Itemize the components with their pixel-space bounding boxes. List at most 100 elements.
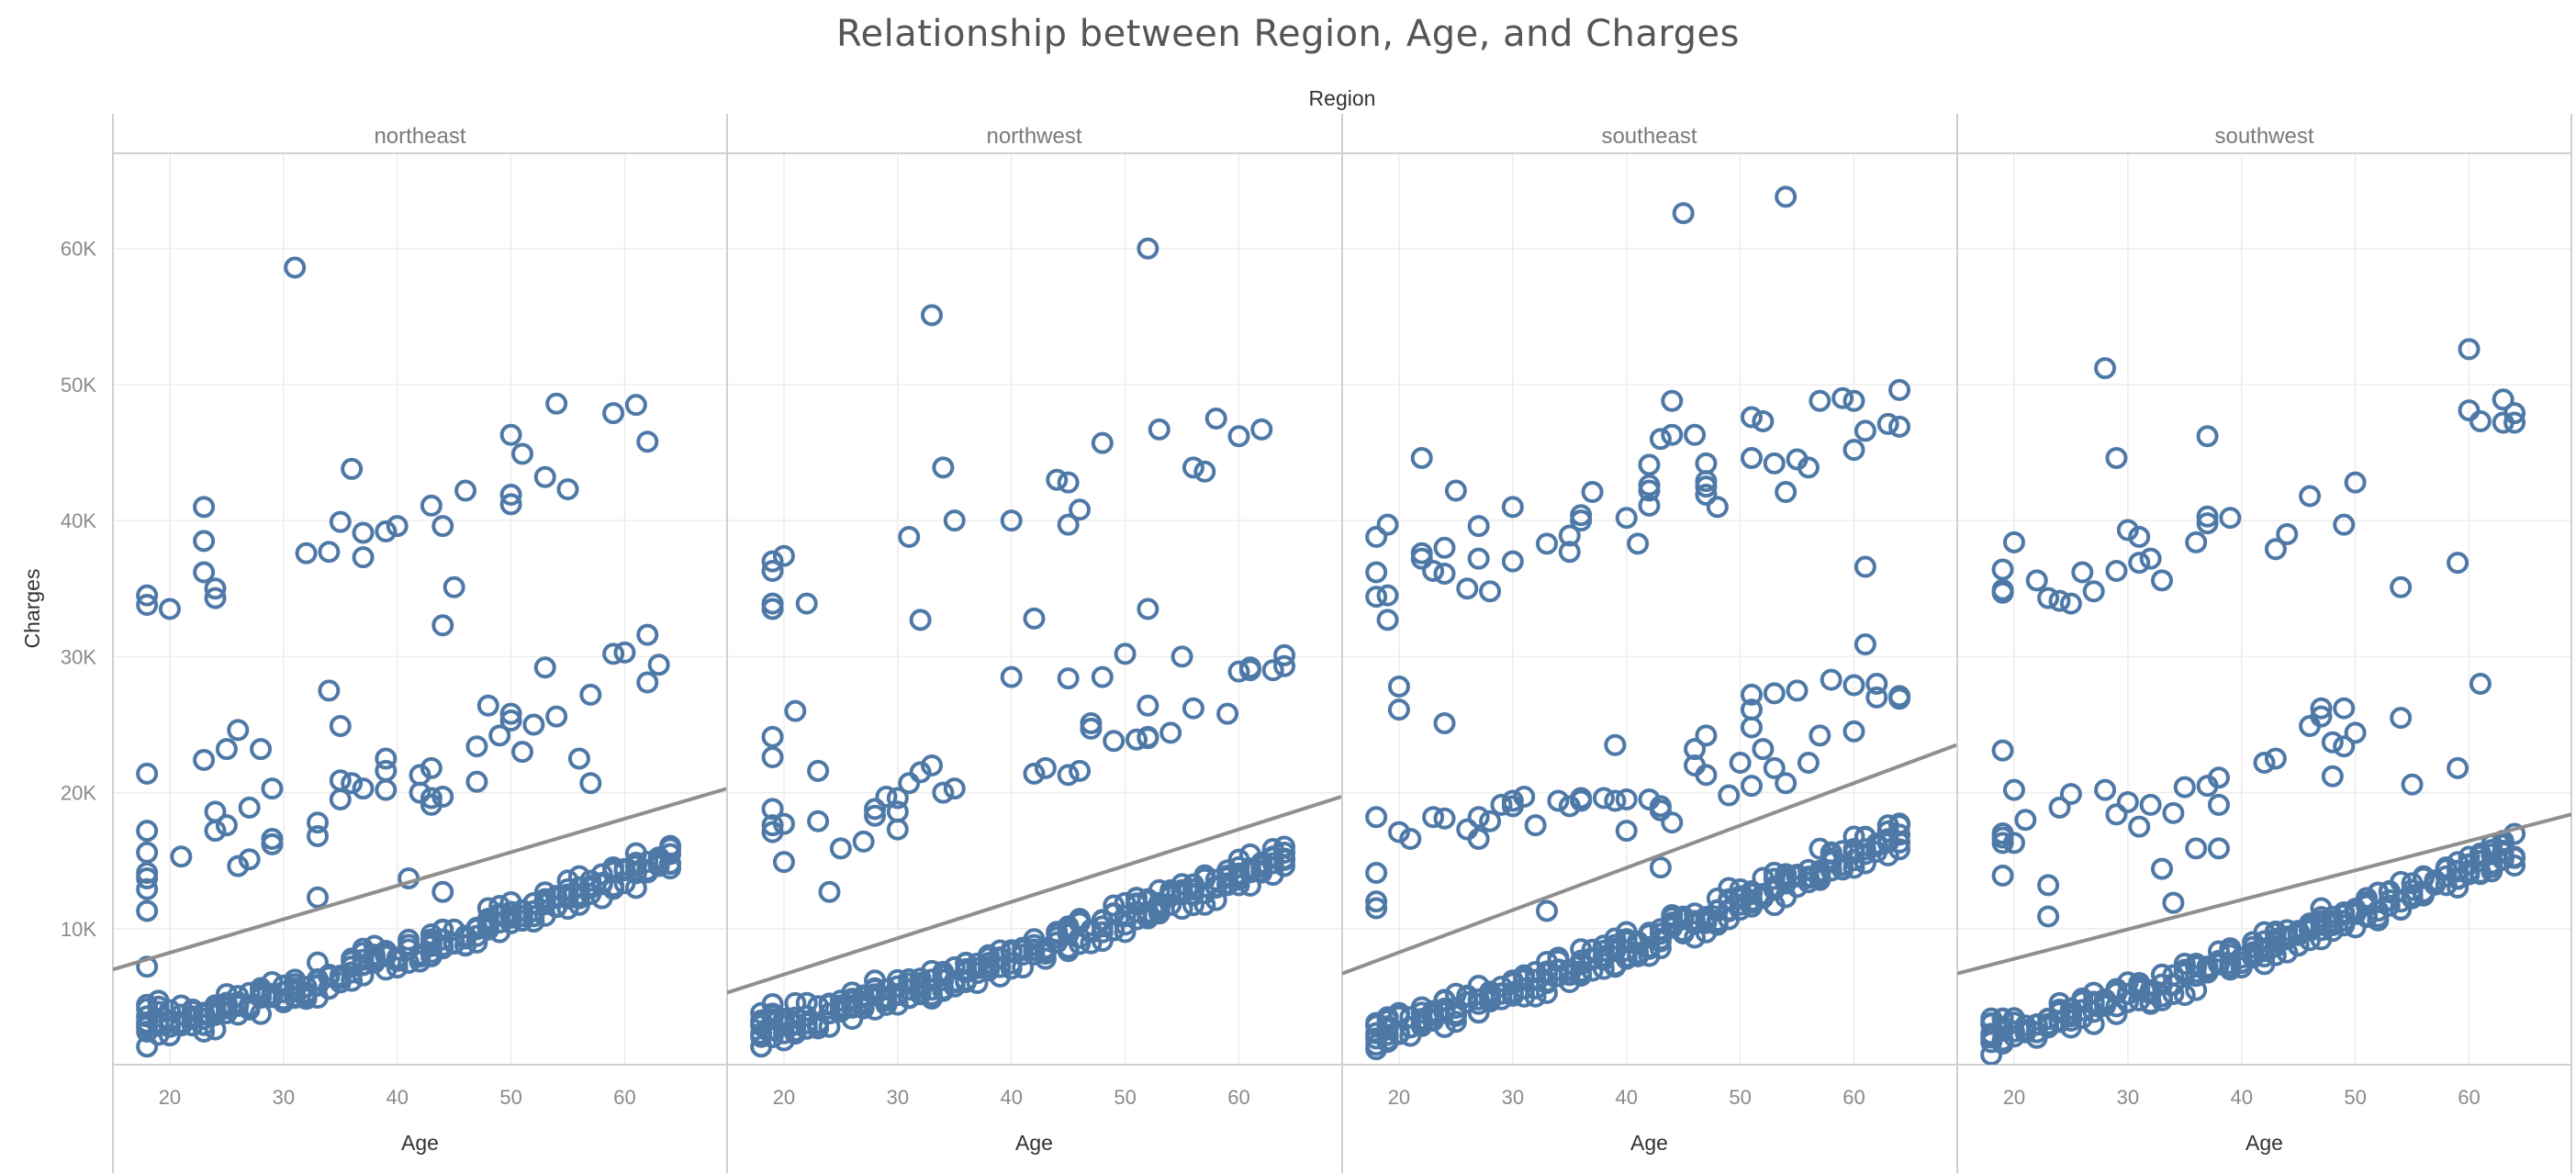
data-point xyxy=(2105,1002,2128,1025)
data-point xyxy=(2264,922,2287,944)
data-point xyxy=(2264,747,2287,770)
data-point xyxy=(1820,842,1842,865)
data-point xyxy=(476,694,499,717)
data-point xyxy=(2333,735,2356,758)
data-point xyxy=(1695,911,1718,934)
data-point xyxy=(590,863,613,886)
data-point xyxy=(1684,423,1707,446)
data-point xyxy=(329,510,352,533)
data-point xyxy=(807,759,830,782)
data-point xyxy=(215,814,238,837)
data-point xyxy=(2151,985,2173,1008)
data-point xyxy=(1729,877,1752,900)
x-tick-label: 60 xyxy=(613,1086,635,1109)
data-point xyxy=(909,761,932,784)
data-point xyxy=(2253,751,2276,774)
data-point xyxy=(375,778,398,801)
data-point xyxy=(909,609,932,631)
data-point xyxy=(1536,899,1558,922)
data-point xyxy=(1741,446,1763,469)
trend-line xyxy=(1957,812,2571,976)
data-point xyxy=(352,777,375,800)
data-point xyxy=(1649,428,1672,451)
data-point xyxy=(1615,788,1638,810)
data-point xyxy=(2162,964,2185,987)
data-point xyxy=(2116,519,2139,542)
data-point xyxy=(431,786,454,809)
data-point xyxy=(1854,555,1876,578)
data-point xyxy=(1638,453,1661,476)
data-point xyxy=(1570,509,1593,532)
data-point xyxy=(567,747,590,770)
data-point xyxy=(1775,772,1798,795)
data-point xyxy=(1365,897,1388,920)
data-point xyxy=(2390,707,2413,730)
data-point xyxy=(2287,933,2310,956)
data-point xyxy=(2492,842,2514,865)
data-point xyxy=(2173,958,2196,981)
data-point xyxy=(772,851,795,874)
data-point xyxy=(943,777,966,800)
data-point xyxy=(454,479,477,502)
data-point xyxy=(1854,633,1876,656)
data-point xyxy=(284,256,307,279)
data-point xyxy=(2014,809,2037,832)
data-point xyxy=(1581,481,1604,504)
data-point xyxy=(272,974,295,997)
data-point xyxy=(2037,586,2060,609)
data-point xyxy=(1365,862,1388,885)
data-point xyxy=(1524,814,1547,837)
data-point xyxy=(624,855,647,877)
data-point xyxy=(1365,561,1388,584)
data-point xyxy=(1854,852,1876,875)
data-point xyxy=(2447,552,2470,575)
data-point xyxy=(1797,456,1820,479)
data-point xyxy=(329,788,352,810)
data-point xyxy=(499,904,522,927)
data-point xyxy=(1991,832,2014,855)
data-point xyxy=(761,550,784,573)
data-point xyxy=(795,991,818,1014)
data-point xyxy=(613,641,636,664)
data-point xyxy=(1000,509,1023,532)
data-point xyxy=(1467,827,1490,850)
data-point xyxy=(1137,237,1159,260)
y-tick-label: 20K xyxy=(61,782,96,805)
data-point xyxy=(2071,987,2094,1010)
data-point xyxy=(1842,674,1865,697)
data-point xyxy=(1661,423,1684,446)
data-point xyxy=(2196,425,2219,448)
data-point xyxy=(181,1014,204,1037)
data-point xyxy=(2344,721,2367,744)
data-point xyxy=(761,746,784,769)
data-point xyxy=(1261,659,1284,682)
y-tick-label: 50K xyxy=(61,374,96,397)
data-point xyxy=(2310,705,2333,728)
data-point xyxy=(1547,958,1570,981)
data-point xyxy=(647,654,670,676)
data-point xyxy=(772,544,795,567)
data-point xyxy=(784,699,807,722)
data-point xyxy=(750,1022,773,1045)
data-point xyxy=(1831,386,1854,409)
y-tick-label: 40K xyxy=(61,509,96,532)
data-point xyxy=(1057,667,1080,690)
data-point xyxy=(1638,479,1661,502)
data-point xyxy=(499,484,522,507)
data-point xyxy=(1410,547,1433,570)
data-point xyxy=(1695,475,1718,498)
data-point xyxy=(1513,786,1536,809)
data-point xyxy=(1159,721,1182,744)
data-point xyxy=(2503,411,2526,434)
data-point xyxy=(2469,673,2492,696)
data-point xyxy=(2196,512,2219,535)
data-point xyxy=(932,968,955,991)
data-point xyxy=(2196,505,2219,528)
data-point xyxy=(170,1003,193,1026)
data-point xyxy=(2503,855,2526,877)
data-point xyxy=(2151,857,2173,880)
data-point xyxy=(1661,389,1684,412)
data-point xyxy=(533,881,556,904)
data-point xyxy=(1148,878,1170,901)
data-point xyxy=(624,877,647,899)
